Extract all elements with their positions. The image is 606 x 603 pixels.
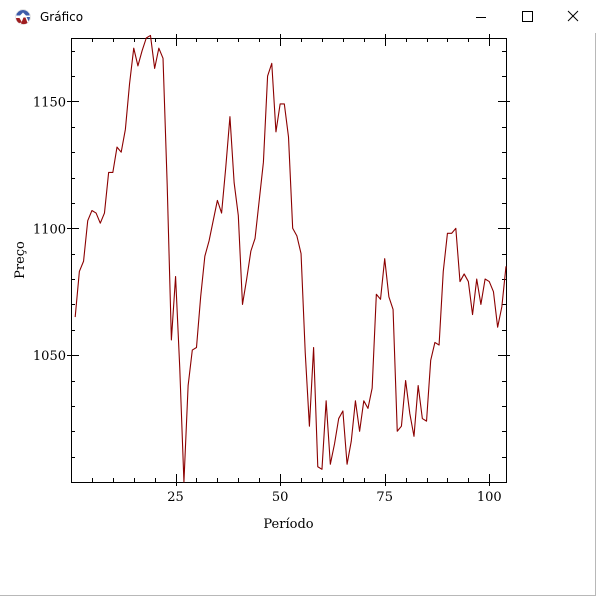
x-tick-label: 75 <box>376 490 393 505</box>
close-button[interactable] <box>550 0 596 33</box>
minimize-button[interactable] <box>458 0 504 33</box>
price-chart: 25 50 75 100 1050 1100 1150 Período Preço <box>13 34 510 532</box>
tick-labels: 25 50 75 100 1050 1100 1150 <box>33 95 502 505</box>
y-axis-title: Preço <box>13 241 28 279</box>
maximize-button[interactable] <box>504 0 550 33</box>
close-icon <box>567 10 579 22</box>
y-tick-label: 1100 <box>33 222 66 237</box>
plot-frame <box>71 38 507 483</box>
x-axis-title: Período <box>263 517 313 532</box>
x-tick-label: 25 <box>167 490 184 505</box>
plot-window: Gráfico 25 50 75 100 1050 1100 1150 Período Pr… <box>0 0 596 596</box>
maximize-icon <box>522 11 533 22</box>
x-tick-label: 100 <box>477 490 502 505</box>
x-tick-label: 50 <box>272 490 289 505</box>
title-bar[interactable]: Gráfico <box>0 0 596 33</box>
axis-ticks <box>67 34 510 486</box>
minimize-icon <box>476 17 486 18</box>
y-tick-label: 1150 <box>33 95 66 110</box>
window-title: Gráfico <box>40 10 84 24</box>
racket-logo-icon <box>15 9 31 25</box>
y-tick-label: 1050 <box>33 349 66 364</box>
series-line <box>74 34 507 483</box>
